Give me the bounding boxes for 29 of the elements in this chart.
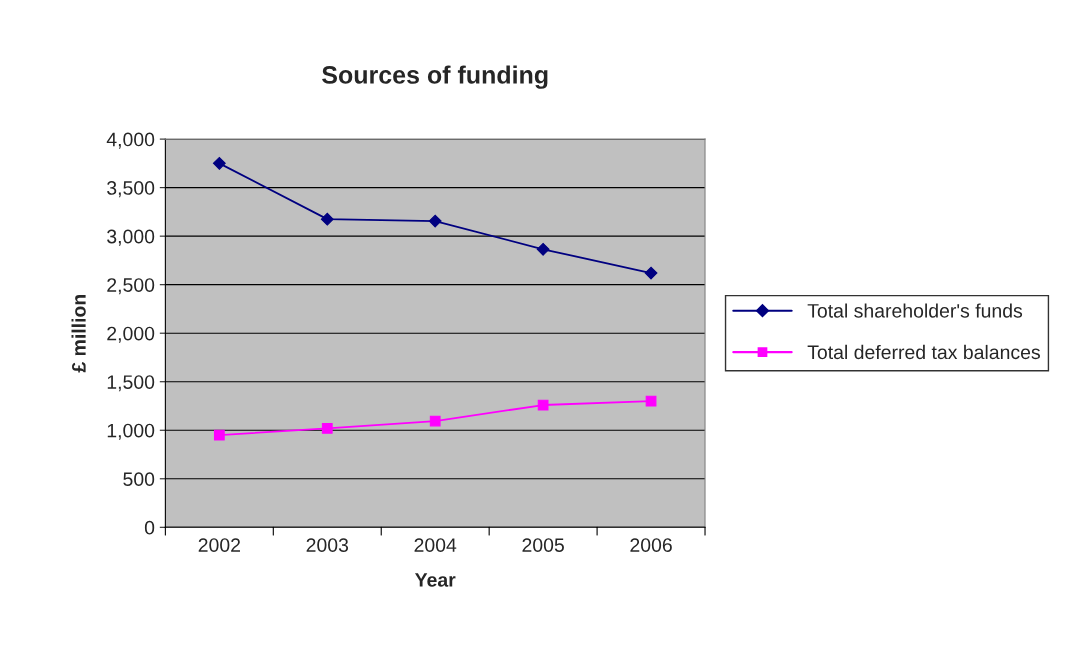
y-axis-title: £ million [71,294,86,373]
x-tick-label: 2004 [414,538,457,552]
y-tick-label: 4,000 [106,132,155,149]
point [213,429,225,441]
point [320,212,334,226]
x-tick-label: 2005 [522,538,564,552]
x-tick-label: 2003 [306,538,349,552]
point [536,242,550,256]
chart-title: Sources of funding [322,65,548,89]
y-tick-label: 2,500 [107,278,155,295]
x-tick-label: 2002 [198,538,240,552]
x-axis-title: Year [414,573,456,587]
y-tick-label: 2,000 [107,326,155,343]
legend-label: Total shareholder's funds [807,303,1023,318]
point [429,415,441,427]
point [212,156,226,170]
y-tick-label: 1,000 [107,423,155,440]
x-tick-label: 2006 [630,538,672,552]
point [537,399,549,411]
y-tick-label: 3,000 [107,229,155,246]
y-tick-label: 3,500 [107,181,155,198]
point [645,395,657,407]
legend-label: Total deferred tax balances [807,344,1040,360]
point [321,422,333,434]
y-tick-label: 1,500 [107,375,155,392]
point [428,214,442,228]
y-tick-label: 500 [123,472,155,487]
y-tick-label: 0 [144,520,155,535]
point [644,266,658,280]
